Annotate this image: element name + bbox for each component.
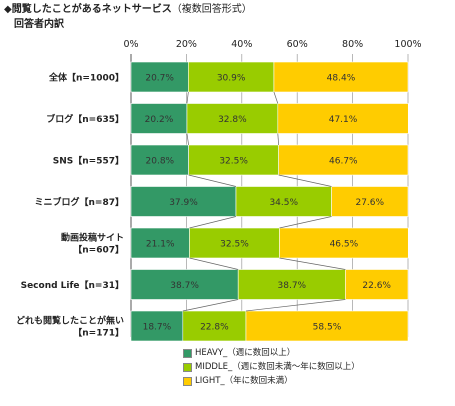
- bar-heavy: [130, 103, 188, 134]
- data-label-middle: 32.8%: [218, 115, 247, 125]
- bar-middle: [188, 61, 275, 93]
- bar-heavy: [130, 269, 239, 300]
- legend-label-light: LIGHT_（年に数回未満）: [195, 376, 293, 386]
- chart-subtitle: 回答者内訳: [14, 19, 64, 30]
- category-label: 全体【n=1000】: [48, 72, 124, 84]
- legend-item-middle: MIDDLE_（週に数回未満～年に数回以上）: [183, 360, 360, 374]
- category-label: 【n=607】: [73, 245, 124, 256]
- title-note: （複数回答形式）: [171, 4, 252, 15]
- bar-middle: [237, 269, 346, 300]
- connector-line: [279, 257, 346, 270]
- data-label-heavy: 37.9%: [169, 198, 198, 208]
- x-tick-label: 0%: [123, 39, 138, 50]
- legend-swatch-middle: [183, 362, 192, 372]
- bar-light: [279, 227, 409, 259]
- x-tick-label: 60%: [287, 39, 308, 50]
- data-label-middle: 30.9%: [217, 74, 246, 84]
- bar-middle: [186, 103, 279, 134]
- connector-line: [273, 91, 279, 104]
- bar-middle: [188, 144, 279, 176]
- chart-title: ◆閲覧したことがあるネットサービス（複数回答形式）: [4, 3, 252, 17]
- connector-line: [186, 133, 189, 146]
- connector-line: [189, 257, 239, 270]
- data-label-middle: 38.7%: [278, 281, 307, 291]
- category-label: SNS【n=557】: [53, 156, 124, 167]
- title-text: 閲覧したことがあるネットサービス: [11, 4, 172, 15]
- connector-line: [277, 133, 279, 146]
- bar-heavy: [130, 227, 190, 259]
- x-tick-label: 40%: [231, 39, 252, 50]
- chart-legend: HEAVY_（週に数回以上） MIDDLE_（週に数回未満～年に数回以上） LI…: [183, 346, 360, 388]
- bar-heavy: [130, 186, 237, 217]
- bar-light: [273, 61, 409, 93]
- x-tick-label: 20%: [176, 39, 197, 50]
- connector-line: [245, 299, 346, 312]
- data-label-heavy: 21.1%: [146, 240, 175, 250]
- legend-item-light: LIGHT_（年に数回未満）: [183, 374, 360, 388]
- data-label-middle: 32.5%: [219, 157, 248, 167]
- bar-middle: [189, 227, 280, 259]
- data-label-light: 47.1%: [329, 115, 358, 125]
- data-label-heavy: 20.2%: [145, 115, 174, 125]
- data-label-light: 48.4%: [327, 74, 356, 84]
- x-tick-label: 80%: [342, 39, 363, 50]
- bar-middle: [182, 310, 247, 342]
- data-label-heavy: 20.7%: [145, 74, 174, 84]
- category-label: どれも閲覧したことが無い: [16, 315, 124, 327]
- data-label-middle: 32.5%: [220, 240, 249, 250]
- connector-line: [186, 91, 189, 104]
- legend-swatch-heavy: [183, 348, 192, 358]
- data-label-light: 58.5%: [313, 323, 342, 333]
- data-label-light: 22.6%: [362, 281, 391, 291]
- data-label-light: 27.6%: [355, 198, 384, 208]
- connector-line: [182, 299, 239, 312]
- legend-label-heavy: HEAVY_（週に数回以上）: [195, 348, 296, 358]
- bar-heavy: [130, 144, 189, 176]
- bar-light: [245, 310, 409, 342]
- data-label-middle: 34.5%: [269, 198, 298, 208]
- data-label-middle: 22.8%: [200, 323, 229, 333]
- title-marker: ◆: [4, 4, 12, 15]
- bar-light: [331, 186, 409, 217]
- category-label: 動画投稿サイト: [61, 232, 124, 244]
- bar-light: [278, 144, 409, 176]
- legend-swatch-light: [183, 376, 192, 386]
- data-label-heavy: 38.7%: [170, 281, 199, 291]
- bar-light: [345, 269, 409, 300]
- connector-line: [188, 174, 237, 187]
- legend-item-heavy: HEAVY_（週に数回以上）: [183, 346, 360, 360]
- bar-heavy: [130, 310, 184, 342]
- data-label-heavy: 20.8%: [146, 157, 175, 167]
- category-label: ミニブログ【n=87】: [35, 196, 124, 208]
- x-tick-label: 100%: [394, 39, 421, 50]
- connector-line: [189, 216, 237, 229]
- connector-line: [278, 174, 332, 187]
- data-label-heavy: 18.7%: [143, 323, 172, 333]
- bar-light: [277, 103, 409, 134]
- category-label: 【n=171】: [73, 328, 124, 339]
- category-label: ブログ【n=635】: [46, 113, 124, 125]
- legend-label-middle: MIDDLE_（週に数回未満～年に数回以上）: [195, 362, 360, 372]
- data-label-light: 46.7%: [329, 157, 358, 167]
- connector-line: [279, 216, 332, 229]
- data-label-light: 46.5%: [330, 240, 359, 250]
- category-label: Second Life【n=31】: [21, 280, 124, 291]
